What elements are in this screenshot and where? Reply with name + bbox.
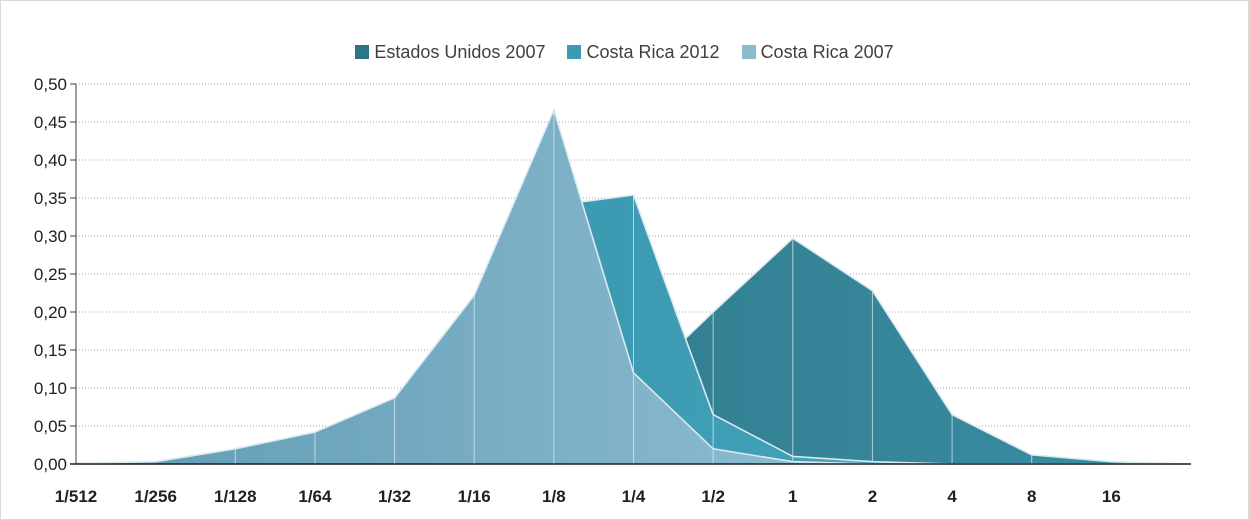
y-tick-label: 0,35 [34, 189, 67, 208]
y-tick-label: 0,15 [34, 341, 67, 360]
area-estados-unidos-2007 [76, 238, 1191, 464]
legend-label-costa-rica-2012: Costa Rica 2012 [586, 41, 720, 62]
x-tick-label: 1 [788, 487, 797, 506]
areas [75, 107, 1192, 465]
legend: Estados Unidos 2007 Costa Rica 2012 Cost… [0, 39, 1249, 65]
legend-label-estados-unidos-2007: Estados Unidos 2007 [374, 41, 546, 62]
legend-swatch-estados-unidos-2007 [355, 45, 370, 59]
x-tick-label: 1/4 [622, 487, 646, 506]
legend-item-costa-rica-2007: Costa Rica 2007 [741, 41, 894, 63]
x-tick-label: 16 [1102, 487, 1121, 506]
axes: 0,00 0,05 0,10 0,15 0,20 0,25 0,30 0,35 0,40 0,45… [34, 75, 1191, 506]
y-tick-label: 0,40 [34, 151, 67, 170]
y-tick-label: 0,20 [34, 303, 67, 322]
y-tick-label: 0,00 [34, 455, 67, 474]
legend-label-costa-rica-2007: Costa Rica 2007 [760, 41, 894, 62]
y-tick-label: 0,45 [34, 113, 67, 132]
y-tick-label: 0,25 [34, 265, 67, 284]
legend-item-costa-rica-2012: Costa Rica 2012 [567, 41, 720, 63]
legend-swatch-costa-rica-2007 [741, 45, 756, 59]
x-tick-label: 8 [1027, 487, 1036, 506]
x-tick-label: 1/8 [542, 487, 566, 506]
legend-swatch-costa-rica-2012 [567, 45, 582, 59]
x-tick-label: 4 [947, 487, 957, 506]
y-tick-label: 0,30 [34, 227, 67, 246]
y-tick-label: 0,10 [34, 379, 67, 398]
y-tick-label: 0,50 [34, 75, 67, 94]
legend-item-estados-unidos-2007: Estados Unidos 2007 [355, 42, 545, 63]
x-tick-label: 1/2 [701, 487, 725, 506]
x-tick-label: 1/64 [298, 487, 332, 506]
x-tick-label: 1/512 [55, 487, 98, 506]
x-tick-label: 2 [868, 487, 877, 506]
x-tick-label: 1/32 [378, 487, 411, 506]
x-tick-label: 1/256 [134, 487, 177, 506]
x-tick-label: 1/16 [458, 487, 491, 506]
y-tick-label: 0,05 [34, 417, 67, 436]
x-tick-label: 1/128 [214, 487, 257, 506]
